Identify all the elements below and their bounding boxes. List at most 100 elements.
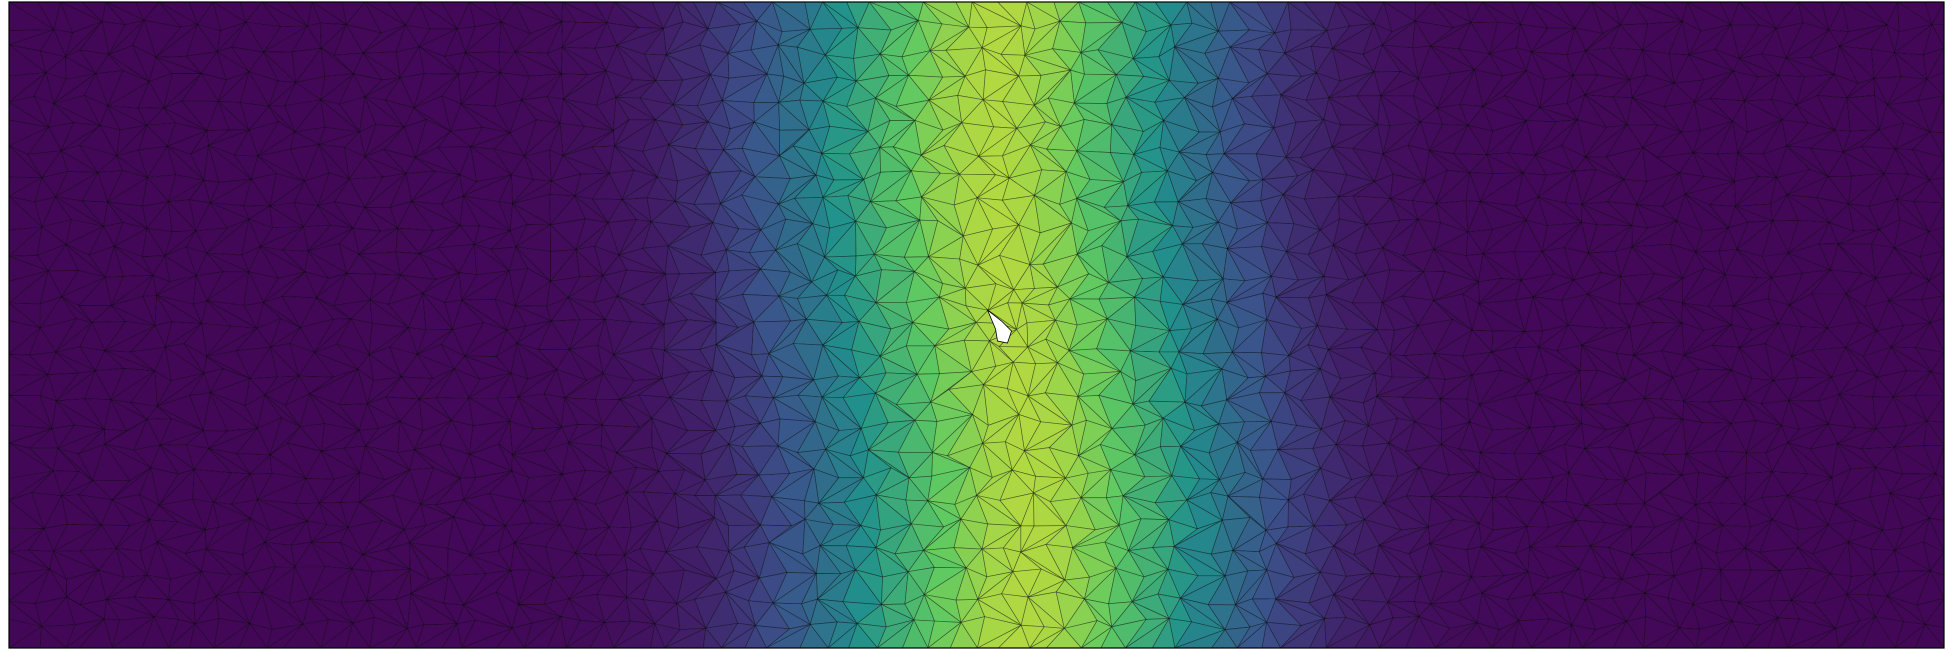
mesh-triangle (142, 295, 158, 326)
mesh-triangle (1332, 23, 1375, 49)
mesh-triangle (1077, 371, 1121, 398)
mesh-triangle (1029, 263, 1059, 289)
mesh-triangle (772, 376, 815, 399)
mesh-triangle (269, 180, 306, 207)
mesh-triangle (1217, 46, 1250, 84)
mesh-triangle (1917, 78, 1944, 102)
mesh-triangle (1875, 272, 1913, 302)
mesh-triangle (874, 373, 919, 405)
mesh-triangle (665, 21, 709, 56)
mesh-triangle (138, 124, 169, 151)
mesh-triangle (1106, 73, 1127, 105)
mesh-triangle (1183, 77, 1219, 108)
mesh-triangle (767, 343, 815, 381)
mesh-triangle (1021, 302, 1057, 322)
mesh-triangle (1630, 243, 1684, 280)
mesh-triangle (1285, 119, 1325, 159)
mesh-triangle (1809, 147, 1844, 178)
mesh-triangle (1581, 344, 1627, 382)
mesh-triangle (113, 227, 148, 258)
mesh-triangle (65, 21, 103, 57)
mesh-triangle (1026, 338, 1059, 364)
mesh-triangle (1204, 46, 1231, 80)
mesh-triangle (1892, 370, 1933, 398)
mesh-triangle (721, 73, 768, 102)
mesh-triangle (753, 102, 780, 123)
mesh-triangle (163, 107, 207, 131)
mesh-triangle (1262, 275, 1277, 298)
mesh-triangle (1614, 224, 1633, 252)
mesh-triangle (1133, 120, 1164, 155)
mesh-triangle (824, 54, 857, 83)
mesh-triangle (843, 275, 877, 304)
mesh-triangle (725, 228, 762, 251)
mesh-triangle (613, 119, 630, 148)
mesh-triangle (1433, 249, 1479, 283)
mesh-triangle (1576, 94, 1608, 129)
mesh-triangle (1231, 351, 1267, 378)
mesh-triangle (101, 21, 126, 56)
mesh-triangle (1299, 146, 1334, 171)
mesh-triangle (875, 97, 917, 121)
mesh-triangle (299, 393, 326, 428)
mesh-triangle (664, 349, 713, 373)
mesh-triangle (216, 46, 250, 73)
mesh-triangle (1929, 156, 1944, 181)
mesh-triangle (874, 372, 918, 394)
mesh-triangle (1524, 295, 1544, 332)
mesh-triangle (614, 96, 657, 121)
mesh-triangle (284, 375, 311, 407)
mesh-triangle (241, 245, 262, 273)
mesh-triangle (1491, 351, 1530, 382)
mesh-triangle (523, 119, 561, 158)
mesh-triangle (712, 203, 740, 230)
mesh-triangle (1168, 45, 1200, 84)
mesh-triangle (858, 320, 892, 358)
mesh-triangle (299, 297, 335, 329)
mesh-triangle (1153, 201, 1179, 227)
mesh-triangle (39, 395, 57, 431)
mesh-triangle (1280, 72, 1317, 96)
mesh-triangle (333, 52, 364, 75)
mesh-triangle (976, 174, 1011, 199)
mesh-triangle (1264, 354, 1291, 377)
mesh-triangle (1073, 73, 1118, 105)
mesh-triangle (1930, 351, 1944, 376)
mesh-triangle (1870, 24, 1896, 54)
mesh-triangle (977, 155, 1010, 179)
mesh-triangle (435, 368, 470, 399)
mesh-triangle (259, 245, 306, 279)
mesh-triangle (741, 176, 780, 205)
mesh-triangle (41, 219, 72, 246)
mesh-triangle (512, 179, 553, 204)
mesh-triangle (524, 155, 553, 182)
mesh-triangle (722, 147, 756, 178)
mesh-triangle (1727, 205, 1749, 229)
mesh-triangle (1738, 24, 1777, 59)
mesh-triangle (1222, 247, 1246, 282)
mesh-triangle (637, 378, 671, 399)
mesh-triangle (209, 202, 250, 229)
mesh-triangle (1132, 119, 1165, 156)
mesh-triangle (725, 249, 762, 272)
mesh-triangle (822, 321, 861, 346)
mesh-triangle (945, 47, 983, 77)
mesh-triangle (264, 394, 301, 428)
mesh-triangle (1274, 29, 1292, 55)
mesh-triangle (568, 297, 606, 320)
mesh-triangle (166, 145, 206, 181)
mesh-triangle (1735, 176, 1778, 207)
mesh-triangle (1431, 2, 1472, 29)
mesh-triangle (1732, 120, 1749, 155)
mesh-triangle (1126, 256, 1165, 279)
mesh-triangle (1462, 329, 1493, 357)
mesh-triangle (314, 318, 353, 353)
mesh-triangle (1229, 46, 1268, 84)
mesh-triangle (39, 28, 67, 58)
mesh-triangle (1223, 123, 1276, 155)
mesh-triangle (299, 318, 335, 354)
mesh-triangle (820, 152, 865, 181)
mesh-triangle (668, 144, 711, 182)
mesh-triangle (1413, 95, 1438, 123)
mesh-triangle (1148, 367, 1186, 403)
